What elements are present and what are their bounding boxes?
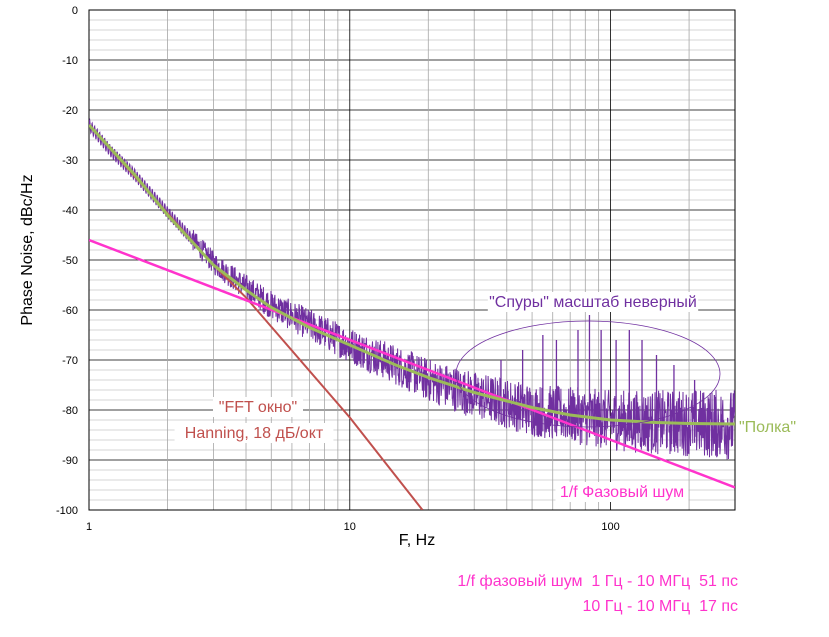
footer-line-2: 10 Гц - 10 МГц 17 пс	[582, 598, 738, 615]
plot-clip	[89, 118, 735, 510]
spurs-ellipse	[455, 320, 721, 428]
y-tick-label: -80	[62, 405, 78, 417]
y-tick-label: -30	[62, 155, 78, 167]
footer-line-1: 1/f фазовый шум 1 Гц - 10 МГц 51 пс	[457, 573, 738, 590]
x-tick-label: 100	[601, 521, 619, 533]
measured-trace	[89, 118, 735, 460]
annotation-spurs: "Спуры" масштаб неверный	[489, 294, 697, 311]
y-tick-label: -20	[62, 105, 78, 117]
y-tick-label: -100	[56, 505, 78, 517]
annotation-spurs-bg	[487, 292, 699, 312]
axes: 0 -10 -20 -30 -40 -50 -60 -70 -80 -90 -100 1 10 100 F,…	[19, 5, 736, 549]
annotation-flicker: 1/f Фазовый шум	[560, 484, 684, 501]
y-axis-title: Phase Noise, dBc/Hz	[19, 174, 36, 325]
flicker-noise-line	[89, 238, 735, 489]
x-tick-label: 10	[344, 521, 356, 533]
annotation-fft-hanning: Hanning, 18 дБ/окт	[185, 425, 324, 442]
annotation-fft-hanning-bg	[174, 423, 334, 443]
annotation-fft-window-bg	[213, 397, 303, 417]
labels: "Спуры" масштаб неверный "FFT окно" Hannin…	[174, 292, 796, 502]
y-tick-label: -70	[62, 355, 78, 367]
annotation-shelf: "Полка"	[739, 419, 796, 436]
y-tick-label: -60	[62, 305, 78, 317]
annotation-fft-window: "FFT окно"	[219, 399, 297, 416]
x-axis-title: F, Hz	[399, 532, 435, 549]
y-tick-label: 0	[72, 5, 78, 17]
annotation-flicker-bg	[555, 482, 689, 502]
plot-frame	[88, 9, 736, 511]
x-tick-label: 1	[86, 521, 92, 533]
y-tick-label: -10	[62, 55, 78, 67]
y-tick-label: -40	[62, 205, 78, 217]
shelf-fit-line	[89, 123, 735, 426]
y-tick-label: -50	[62, 255, 78, 267]
y-tick-label: -90	[62, 455, 78, 467]
plot-area	[89, 118, 735, 510]
